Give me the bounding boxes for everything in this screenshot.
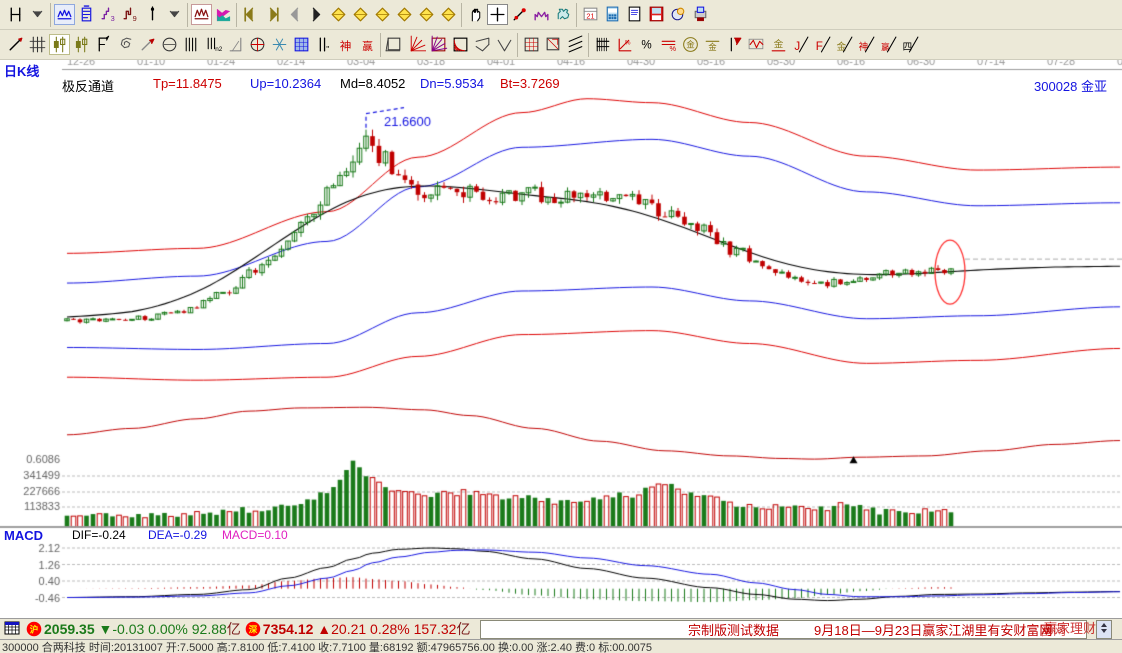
svg-text:神: 神	[339, 39, 351, 53]
svg-text:四: 四	[902, 42, 912, 53]
svg-text:金: 金	[773, 39, 783, 51]
svg-text:21: 21	[586, 12, 594, 21]
svg-text:金: 金	[836, 41, 846, 53]
svg-text:%: %	[669, 44, 676, 53]
svg-text:J: J	[794, 40, 800, 53]
svg-text:沪: 沪	[30, 625, 39, 635]
svg-text:3: 3	[110, 14, 114, 23]
svg-text:%: %	[641, 39, 651, 52]
svg-text:深: 深	[249, 625, 258, 635]
svg-text:金: 金	[686, 40, 695, 50]
svg-text:%: %	[624, 40, 630, 47]
svg-text:9: 9	[132, 14, 136, 23]
svg-text:赢: 赢	[362, 40, 373, 53]
svg-text:": "	[326, 44, 329, 54]
svg-text:n2: n2	[215, 46, 223, 53]
svg-text:金: 金	[708, 42, 717, 52]
svg-text:神: 神	[858, 41, 868, 53]
